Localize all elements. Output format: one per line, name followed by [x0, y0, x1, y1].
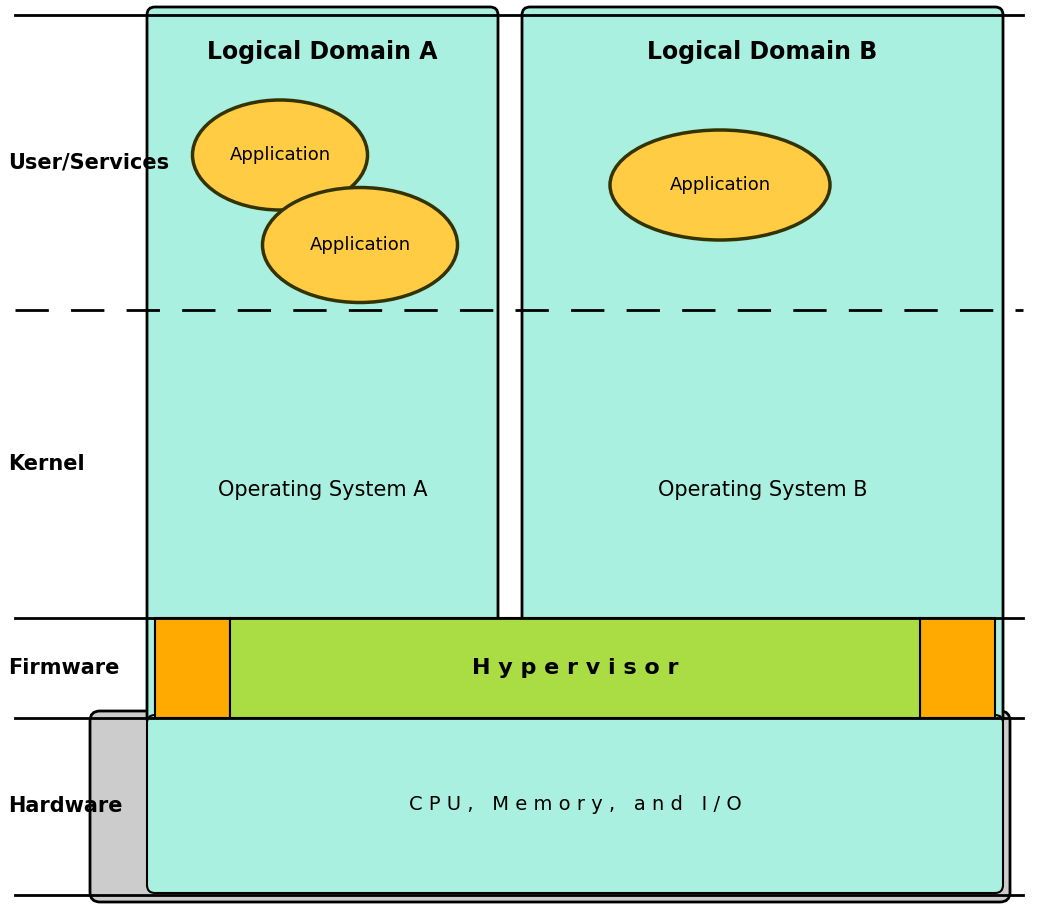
Text: H y p e r v i s o r: H y p e r v i s o r	[471, 658, 678, 678]
Ellipse shape	[263, 188, 458, 303]
FancyBboxPatch shape	[90, 711, 1010, 902]
Text: Operating System B: Operating System B	[658, 480, 868, 500]
Text: C P U ,   M e m o r y ,   a n d   I / O: C P U , M e m o r y , a n d I / O	[409, 794, 741, 813]
Text: Kernel: Kernel	[8, 454, 85, 474]
Text: User/Services: User/Services	[8, 153, 169, 173]
Bar	[155, 618, 230, 718]
Bar	[920, 618, 995, 718]
Text: Application: Application	[670, 176, 770, 194]
FancyBboxPatch shape	[147, 715, 1003, 893]
Ellipse shape	[610, 130, 830, 240]
Text: Hardware: Hardware	[8, 796, 122, 816]
Ellipse shape	[192, 100, 367, 210]
Text: Logical Domain B: Logical Domain B	[648, 40, 877, 64]
Text: Application: Application	[229, 146, 330, 164]
Text: Logical Domain A: Logical Domain A	[208, 40, 438, 64]
FancyBboxPatch shape	[522, 7, 1003, 726]
FancyBboxPatch shape	[147, 7, 498, 726]
Text: Application: Application	[309, 236, 411, 254]
Text: Operating System A: Operating System A	[218, 480, 428, 500]
Text: Firmware: Firmware	[8, 658, 119, 678]
Bar	[230, 618, 920, 718]
